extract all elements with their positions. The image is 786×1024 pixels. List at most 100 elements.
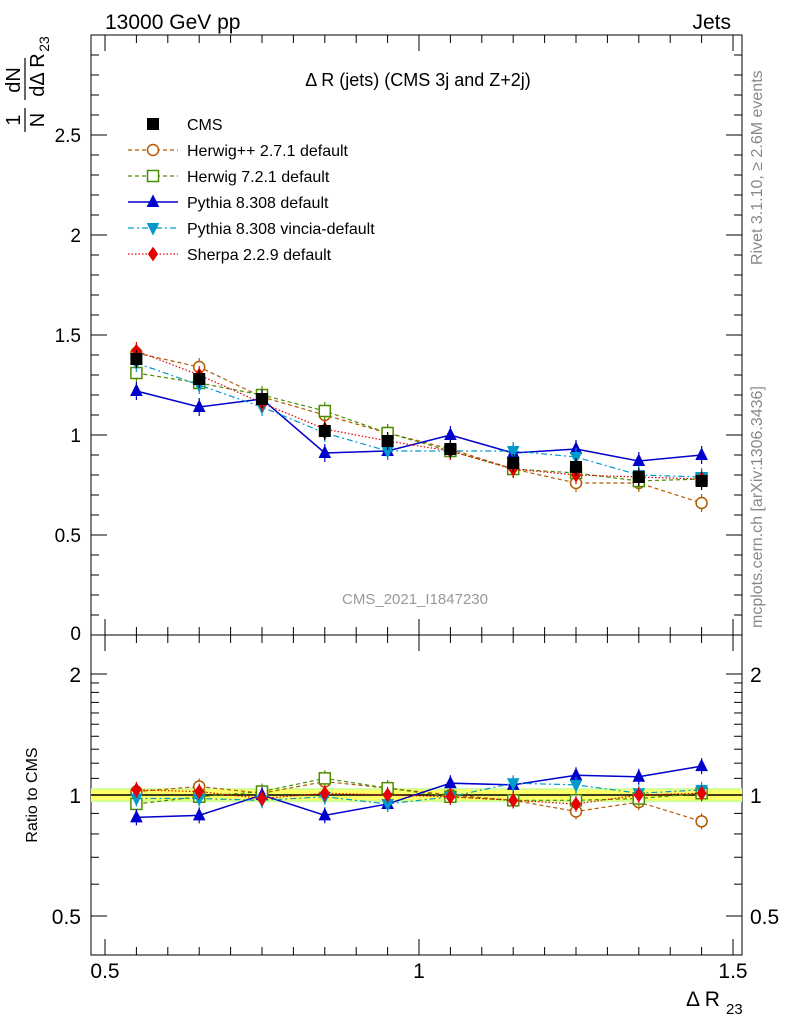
ratio-series: [130, 758, 708, 830]
main-ytick-label: 0.5: [55, 526, 81, 547]
xtick-labels: 0.5 1 1.5: [90, 960, 747, 983]
data-point-cms: [130, 353, 143, 365]
legend-item-sherpa: Sherpa 2.2.9 default: [128, 246, 332, 264]
main-ylabel: 1 N dN dΔ R 23: [3, 36, 52, 132]
series-line-sherpa: [136, 350, 702, 480]
ratio-ytick-label-right: 1: [750, 785, 762, 808]
legend-label: Pythia 8.308 vincia-default: [187, 221, 375, 238]
main-title: Δ R (jets) (CMS 3j and Z+2j): [305, 70, 531, 90]
series-pythia: [130, 382, 708, 470]
ratio-ytick-label: 1: [69, 785, 81, 808]
ratio-ytick-label-right: 2: [750, 664, 762, 687]
legend-item-herwig7: Herwig 7.2.1 default: [128, 169, 330, 186]
watermark: CMS_2021_I1847230: [342, 591, 488, 608]
legend-item-pythia: Pythia 8.308 default: [128, 194, 329, 212]
data-point-pythia: [318, 445, 332, 458]
header-energy: 13000 GeV pp: [105, 11, 240, 34]
mcplots-label: mcplots.cern.ch [arXiv:1306.3436]: [749, 386, 766, 628]
data-point-herwig7: [318, 404, 332, 418]
data-point-pythia: [695, 447, 708, 460]
ylabel-dN: dN: [3, 67, 25, 93]
legend-label: CMS: [187, 117, 223, 134]
ratio-ytick-label-right: 0.5: [750, 906, 779, 929]
ratio-point-sherpa: [256, 791, 268, 806]
ratio-line-herwig7: [136, 777, 702, 805]
legend-item-cms: CMS: [147, 117, 223, 134]
xtick-label: 1.5: [718, 960, 747, 983]
data-point-cms: [507, 457, 520, 469]
legend: CMS Herwig++ 2.7.1 default Herwig 7.2.1 de…: [128, 117, 375, 264]
ylabel-N: N: [27, 113, 49, 127]
main-ytick-labels: 0.5 1 1.5 2 2.5 0: [55, 126, 81, 645]
xlabel-text: Δ R: [686, 988, 720, 1011]
main-ytick-label: 1: [70, 426, 81, 447]
ratio-point-sherpa: [194, 784, 205, 799]
xlabel-sub: 23: [726, 1001, 743, 1018]
data-point-herwigpp: [695, 496, 708, 510]
data-point-pythia: [192, 399, 206, 412]
series-herwigpp: [130, 344, 708, 512]
data-point-cms: [444, 443, 457, 455]
ylabel-dR: dΔ R: [27, 53, 49, 96]
legend-label: Herwig++ 2.7.1 default: [187, 143, 349, 160]
legend-item-herwigpp: Herwig++ 2.7.1 default: [128, 143, 349, 160]
ratio-point-sherpa: [570, 796, 582, 812]
legend-marker-vincia: [146, 223, 160, 236]
xtick-label: 0.5: [90, 960, 119, 983]
rivet-version-label: Rivet 3.1.10, ≥ 2.6M events: [749, 70, 766, 265]
ratio-ytick-label: 2: [69, 664, 81, 687]
data-point-cms: [632, 471, 645, 483]
legend-marker-herwig7: [146, 169, 160, 183]
ratio-point-sherpa: [131, 782, 142, 798]
legend-label: Sherpa 2.2.9 default: [187, 247, 332, 264]
main-ytick-label: 1.5: [55, 326, 81, 347]
data-point-cms: [256, 393, 268, 405]
ylabel-one: 1: [3, 114, 25, 125]
legend-item-vincia: Pythia 8.308 vincia-default: [128, 221, 375, 238]
main-ytick-label: 2: [70, 226, 81, 247]
legend-marker-sherpa: [147, 246, 159, 262]
ratio-point-vincia: [506, 778, 520, 791]
data-point-cms: [695, 475, 708, 487]
data-point-cms: [381, 435, 394, 447]
main-panel: 0.5 1 1.5 2 2.5 0 Δ R (jets) (CMS 3j and Z+2j…: [55, 34, 743, 955]
ratio-line-pythia: [136, 765, 702, 819]
ratio-point-pythia: [192, 807, 206, 821]
data-point-pythia: [632, 453, 646, 466]
legend-marker-cms: [147, 118, 159, 130]
ratio-line-herwigpp: [136, 780, 702, 822]
ratio-point-sherpa: [508, 792, 519, 808]
main-series: [130, 342, 708, 512]
main-ytick-label-zero: 0: [70, 624, 81, 645]
ratio-ytick-label: 0.5: [52, 906, 81, 929]
ratio-point-sherpa: [633, 787, 644, 803]
xtick-label: 1: [413, 960, 425, 983]
data-point-cms: [318, 425, 331, 437]
ratio-point-pythia: [318, 807, 332, 821]
series-line-herwig7: [136, 372, 702, 482]
series-line-vincia: [136, 362, 702, 478]
main-ticks: [91, 34, 742, 955]
ratio-point-sherpa: [319, 785, 330, 801]
legend-label: Herwig 7.2.1 default: [187, 169, 330, 186]
series-line-herwigpp: [136, 352, 702, 504]
ratio-line-vincia: [136, 782, 702, 805]
series-vincia: [130, 354, 708, 486]
ratio-point-herwigpp: [695, 815, 708, 828]
series-sherpa: [131, 342, 707, 488]
data-point-pythia: [444, 427, 457, 440]
ratio-point-pythia: [130, 809, 143, 823]
main-ytick-label: 2.5: [55, 126, 81, 147]
ratio-ylabel: Ratio to CMS: [24, 747, 41, 842]
ratio-point-sherpa: [696, 785, 707, 801]
ratio-series-vincia: [130, 775, 708, 812]
data-point-cms: [193, 373, 206, 385]
ratio-point-pythia: [632, 769, 646, 782]
ratio-ytick-labels: 0.5 0.5 1 1 2 2: [52, 664, 779, 929]
ratio-point-pythia: [695, 758, 708, 772]
ylabel-sub: 23: [36, 36, 52, 52]
xlabel: Δ R 23: [686, 988, 743, 1018]
data-point-vincia: [506, 446, 520, 459]
legend-marker-herwigpp: [146, 143, 160, 157]
